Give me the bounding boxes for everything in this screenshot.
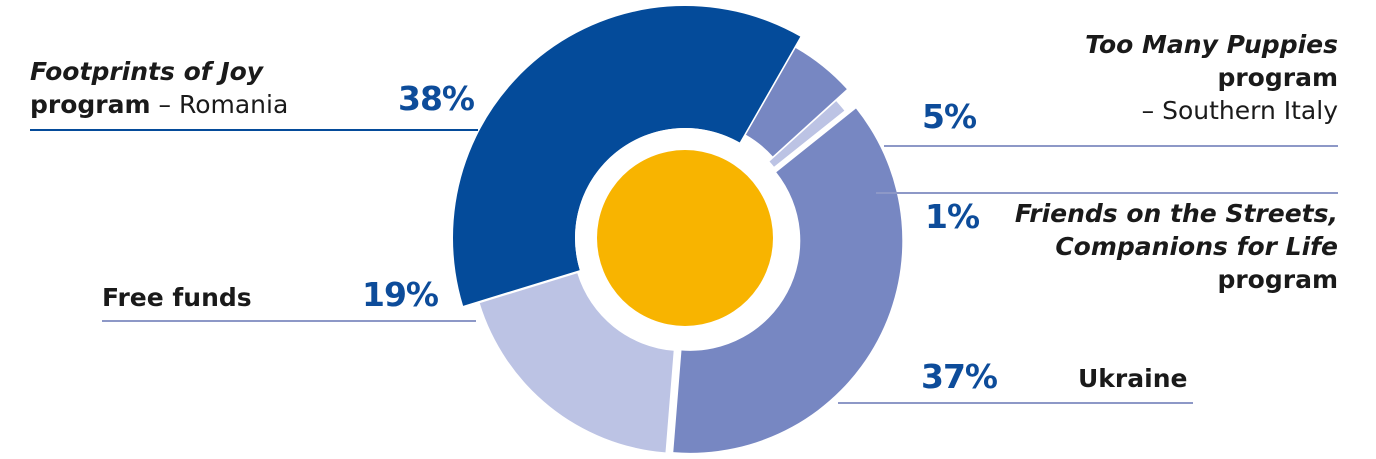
label-friends: Friends on the Streets, Companions for L…	[978, 197, 1338, 296]
pct-ukraine: 37%	[921, 357, 998, 396]
slice-1	[745, 47, 847, 157]
label-puppies: Too Many Puppies program – Southern Ital…	[1018, 28, 1338, 127]
pct-free-funds: 19%	[362, 275, 439, 314]
leader-lines	[30, 129, 1338, 404]
slice-0	[453, 5, 801, 306]
label-friends-line1: Friends on the Streets,	[1014, 199, 1338, 228]
label-ukraine: Ukraine	[1078, 362, 1187, 395]
label-friends-line2: Companions for Life	[1055, 232, 1338, 261]
slice-3	[673, 108, 903, 453]
slice-4	[479, 273, 674, 453]
label-footprints-line2: program	[30, 90, 151, 119]
label-friends-line3: program	[1217, 265, 1338, 294]
pct-puppies: 5%	[922, 97, 977, 136]
label-footprints-line3: – Romania	[158, 90, 289, 119]
slice-2	[769, 101, 845, 167]
label-puppies-line1: Too Many Puppies	[1085, 30, 1338, 59]
center-dot	[597, 150, 773, 326]
label-footprints: Footprints of Joy program – Romania	[30, 55, 288, 121]
label-free-funds: Free funds	[102, 281, 252, 314]
pct-footprints: 38%	[398, 79, 475, 118]
pct-friends: 1%	[925, 197, 980, 236]
label-footprints-line1: Footprints of Joy	[30, 57, 264, 86]
label-puppies-line2: program	[1217, 63, 1338, 92]
label-ukraine-text: Ukraine	[1078, 364, 1188, 393]
label-free-funds-text: Free funds	[102, 283, 252, 312]
slices-group	[453, 5, 903, 453]
label-puppies-line3: – Southern Italy	[1141, 96, 1338, 125]
